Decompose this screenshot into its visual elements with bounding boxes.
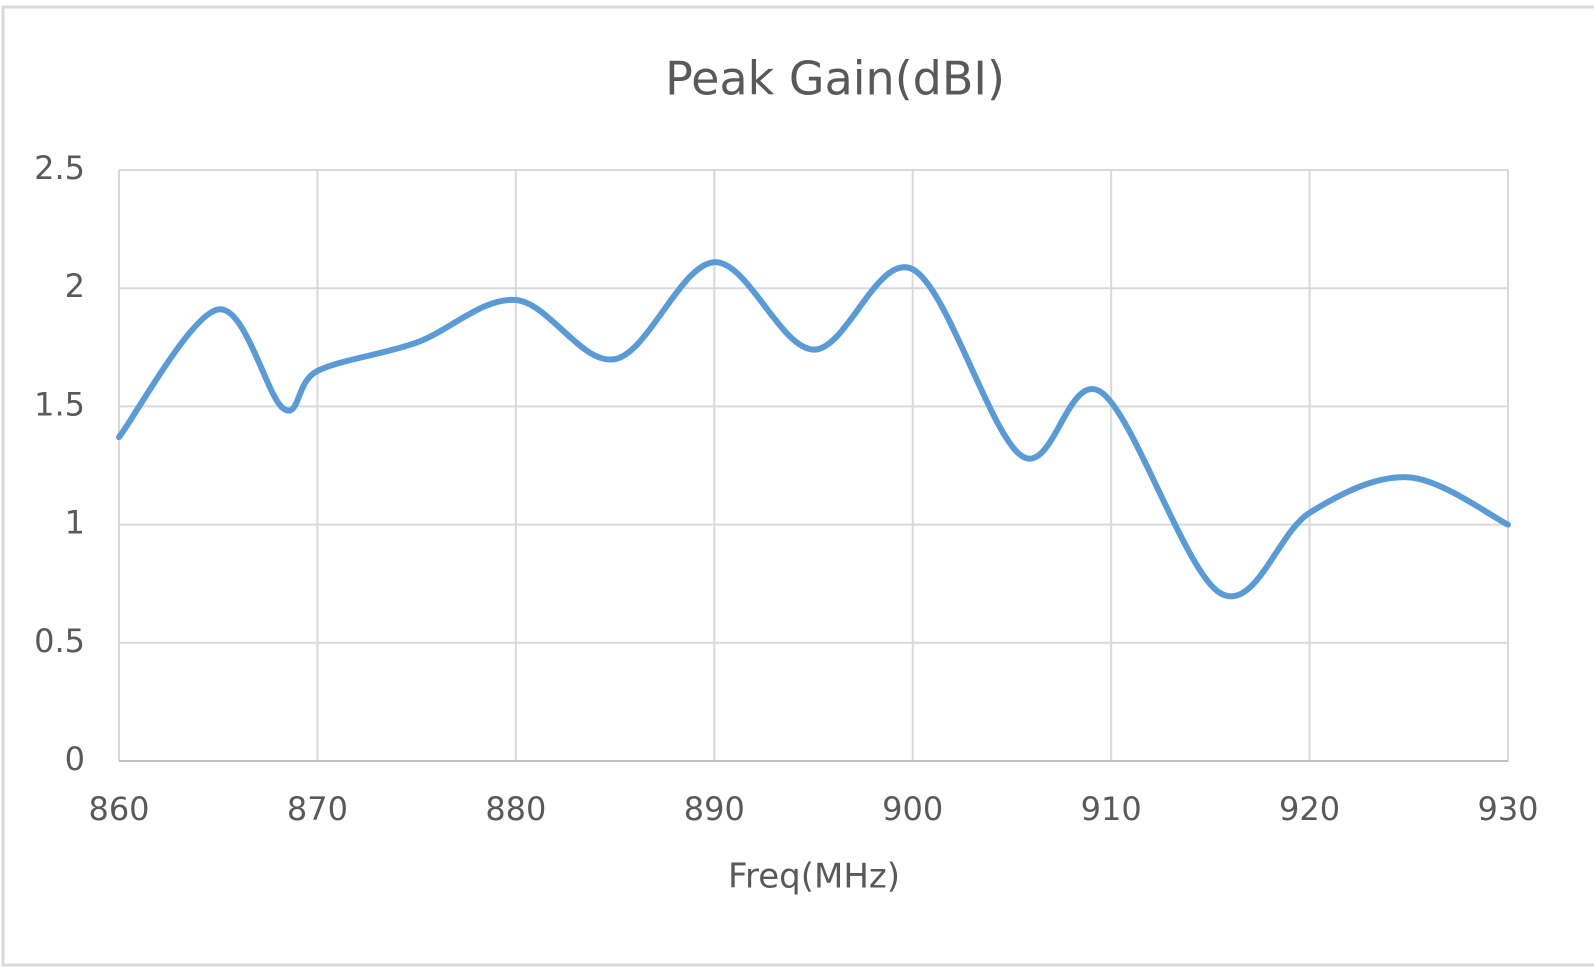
y-tick-label: 2 bbox=[65, 267, 85, 305]
x-tick-label: 880 bbox=[485, 790, 546, 828]
x-tick-label: 890 bbox=[684, 790, 745, 828]
y-tick-label: 1 bbox=[65, 504, 85, 542]
x-tick-label: 860 bbox=[88, 790, 149, 828]
line-series bbox=[116, 259, 1511, 600]
y-tick-label: 2.5 bbox=[34, 149, 85, 187]
chart-frame bbox=[1, 5, 1594, 967]
y-tick-label: 1.5 bbox=[34, 385, 85, 423]
x-tick-label: 900 bbox=[882, 790, 943, 828]
chart-title: Peak Gain(dBI) bbox=[665, 52, 1005, 106]
y-tick-label: 0.5 bbox=[34, 622, 85, 660]
x-tick-label: 870 bbox=[287, 790, 348, 828]
x-axis-label: Freq(MHz) bbox=[728, 857, 900, 897]
x-tick-label: 930 bbox=[1477, 790, 1538, 828]
y-tick-label: 0 bbox=[65, 740, 85, 778]
x-tick-label: 910 bbox=[1081, 790, 1142, 828]
x-tick-label: 920 bbox=[1279, 790, 1340, 828]
